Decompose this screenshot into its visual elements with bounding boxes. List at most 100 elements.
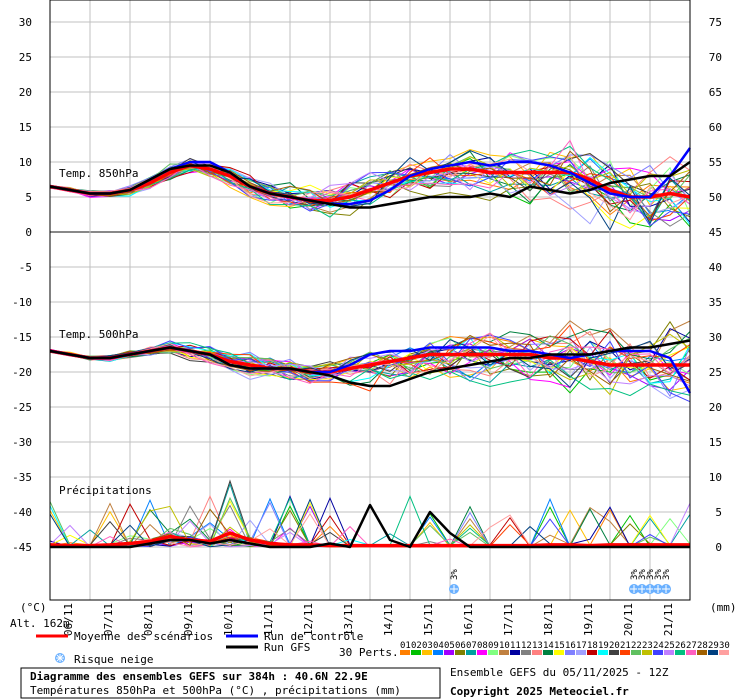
pert-number: 21 bbox=[620, 641, 631, 651]
pert-number: 30 bbox=[719, 641, 730, 651]
snow-percent-label: 3% bbox=[662, 569, 672, 580]
pert-swatch bbox=[620, 650, 630, 655]
right-axis-unit: (mm) bbox=[710, 601, 737, 614]
series-precip-line bbox=[49, 531, 690, 548]
pert-swatch bbox=[653, 650, 663, 655]
x-tick-label: 19/11 bbox=[582, 603, 595, 636]
pert-number: 02 bbox=[411, 641, 422, 651]
pert-swatch bbox=[433, 650, 443, 655]
x-tick-label: 18/11 bbox=[542, 603, 555, 636]
left-tick-label: -35 bbox=[12, 471, 32, 484]
x-axis-labels: 06/11 07/11 08/11 09/11 10/11 11/11 12/11 13/11… bbox=[62, 603, 675, 636]
right-tick-label: 45 bbox=[709, 226, 722, 239]
x-tick-label: 06/11 bbox=[62, 603, 75, 636]
footer-box bbox=[20, 667, 441, 699]
main-series bbox=[49, 147, 692, 549]
pert-swatch bbox=[477, 650, 487, 655]
snow-percent-label: 3% bbox=[638, 569, 648, 580]
pert-number: 16 bbox=[565, 641, 576, 651]
left-tick-label: -20 bbox=[12, 366, 32, 379]
right-tick-label: 5 bbox=[715, 506, 722, 519]
pert-number: 04 bbox=[433, 641, 444, 651]
right-tick-label: 20 bbox=[709, 401, 722, 414]
right-tick-label: 10 bbox=[709, 471, 722, 484]
x-tick-label: 10/11 bbox=[222, 603, 235, 636]
pert-number: 29 bbox=[708, 641, 719, 651]
pert-swatch bbox=[664, 650, 674, 655]
perturbation-legend: 01 02 03 04 05 06 07 08 09 10 11 12 13 14 15 16 17 18 19 20… bbox=[400, 641, 730, 655]
pert-swatch bbox=[609, 650, 619, 655]
pert-number: 05 bbox=[444, 641, 455, 651]
x-tick-label: 13/11 bbox=[342, 603, 355, 636]
snowflake-icon bbox=[55, 653, 65, 663]
pert-swatch bbox=[631, 650, 641, 655]
pert-swatch bbox=[543, 650, 553, 655]
pert-swatch bbox=[488, 650, 498, 655]
left-axis-unit: (°C) bbox=[20, 601, 47, 614]
x-tick-label: 21/11 bbox=[662, 603, 675, 636]
pert-number: 13 bbox=[532, 641, 543, 651]
pert-swatch bbox=[422, 650, 432, 655]
snow-percent-label: 3% bbox=[450, 569, 460, 580]
pert-swatch bbox=[686, 650, 696, 655]
ensemble-member-line bbox=[49, 346, 691, 387]
pert-number: 06 bbox=[455, 641, 466, 651]
pert-number: 23 bbox=[642, 641, 653, 651]
left-axis-ticks: 30 25 20 15 10 5 0 -5 -10 -15 -20 -25 -30 -35 -40 -45 bbox=[12, 16, 32, 554]
legend-gfs-label: Run GFS bbox=[264, 641, 310, 654]
pert-number: 10 bbox=[499, 641, 510, 651]
series-precip-line bbox=[50, 503, 690, 549]
pert-number: 19 bbox=[598, 641, 609, 651]
pert-swatch bbox=[411, 650, 421, 655]
right-tick-label: 75 bbox=[709, 16, 722, 29]
snow-percent-label: 3% bbox=[654, 569, 664, 580]
footer-title: Diagramme des ensembles GEFS sur 384h : … bbox=[30, 670, 368, 683]
altitude-label: Alt. 162m bbox=[10, 617, 70, 630]
left-tick-label: 20 bbox=[19, 86, 32, 99]
pert-number: 24 bbox=[653, 641, 664, 651]
left-tick-label: -10 bbox=[12, 296, 32, 309]
series-t500-line bbox=[49, 339, 691, 388]
pert-number: 12 bbox=[521, 641, 532, 651]
x-tick-label: 09/11 bbox=[182, 603, 195, 636]
x-tick-label: 12/11 bbox=[302, 603, 315, 636]
legend-snow-label: Risque neige bbox=[74, 653, 153, 666]
pert-swatch bbox=[719, 650, 729, 655]
legend-perts-label: 30 Perts. bbox=[339, 646, 399, 659]
right-tick-label: 60 bbox=[709, 121, 722, 134]
right-tick-label: 25 bbox=[709, 366, 722, 379]
right-tick-label: 30 bbox=[709, 331, 722, 344]
left-tick-label: 30 bbox=[19, 16, 32, 29]
pert-number: 07 bbox=[466, 641, 477, 651]
pert-number: 25 bbox=[664, 641, 675, 651]
pert-swatch bbox=[598, 650, 608, 655]
x-tick-label: 15/11 bbox=[422, 603, 435, 636]
ensemble-member-line bbox=[49, 145, 691, 223]
pert-swatch bbox=[499, 650, 509, 655]
pert-number: 18 bbox=[587, 641, 598, 651]
pert-swatch bbox=[510, 650, 520, 655]
grid bbox=[49, 0, 691, 600]
pert-swatch bbox=[576, 650, 586, 655]
precip-label: Précipitations bbox=[59, 484, 152, 497]
pert-number: 15 bbox=[554, 641, 565, 651]
left-tick-label: -25 bbox=[12, 401, 32, 414]
right-tick-label: 55 bbox=[709, 156, 722, 169]
pert-swatch bbox=[708, 650, 718, 655]
pert-swatch bbox=[521, 650, 531, 655]
t850-label: Temp. 850hPa bbox=[59, 167, 138, 180]
pert-number: 01 bbox=[400, 641, 411, 651]
pert-number: 11 bbox=[510, 641, 521, 651]
left-tick-label: 25 bbox=[19, 51, 32, 64]
left-tick-label: 15 bbox=[19, 121, 32, 134]
footer-run: Ensemble GEFS du 05/11/2025 - 12Z bbox=[450, 666, 669, 679]
pert-number: 20 bbox=[609, 641, 620, 651]
series-t850-line bbox=[49, 163, 691, 203]
x-tick-label: 14/11 bbox=[382, 603, 395, 636]
pert-swatch bbox=[532, 650, 542, 655]
snow-marker bbox=[629, 584, 639, 594]
pert-number: 14 bbox=[543, 641, 554, 651]
pert-number: 17 bbox=[576, 641, 587, 651]
right-tick-label: 65 bbox=[709, 86, 722, 99]
